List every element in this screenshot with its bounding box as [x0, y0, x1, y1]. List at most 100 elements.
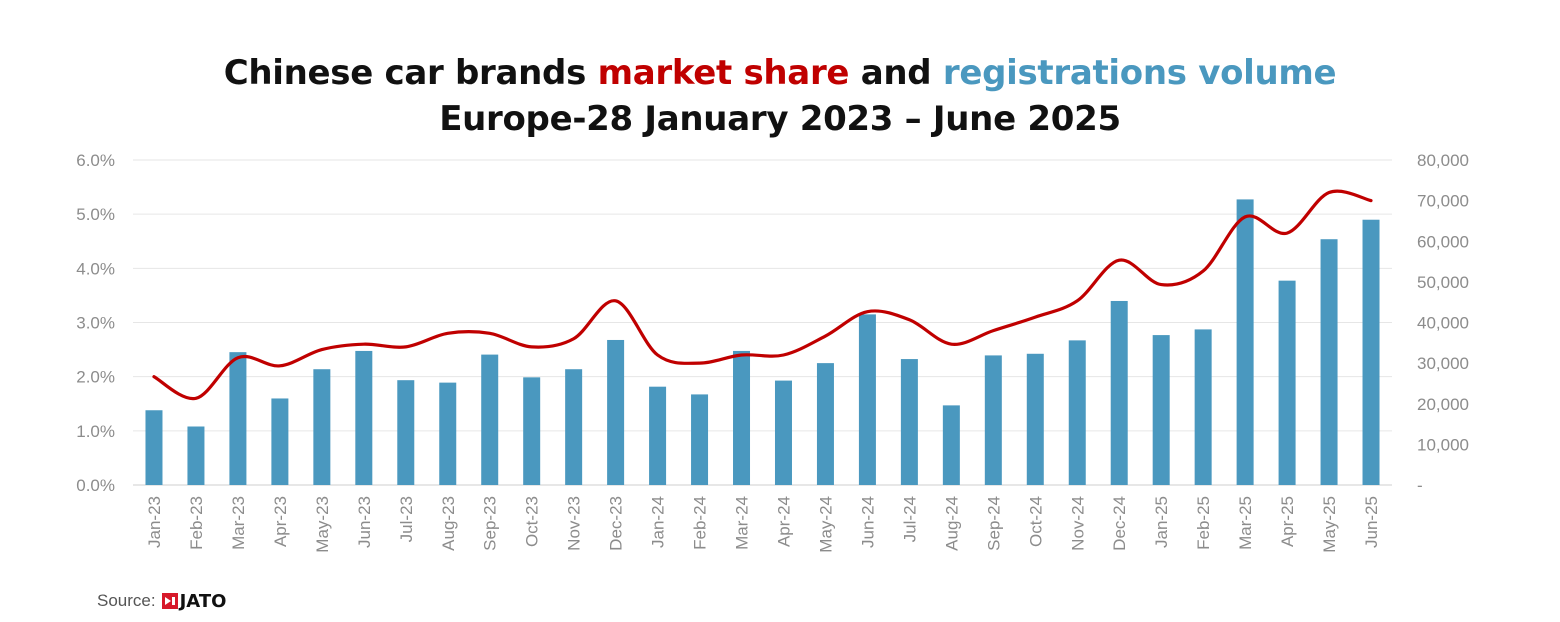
x-tick-label: Apr-24	[774, 496, 793, 547]
x-tick-label: Jul-24	[900, 496, 919, 542]
bar-feb-23	[187, 426, 205, 485]
source-label: Source:	[97, 591, 156, 610]
point-feb-23	[195, 397, 197, 399]
jato-logo-text: JATO	[179, 590, 227, 612]
x-tick-label: Sep-23	[481, 496, 500, 551]
right-tick-label: 70,000	[1417, 192, 1469, 211]
x-axis-ticks: Jan-23 Feb-23 Mar-23 Apr-23 May-23 Jun-23 Jul-…	[145, 496, 1381, 553]
point-sep-23	[489, 332, 491, 334]
x-tick-label: Jun-24	[858, 496, 877, 548]
bar-jan-25	[1152, 335, 1170, 485]
x-tick-label: Oct-24	[1026, 496, 1045, 547]
point-mar-24	[741, 354, 743, 356]
x-tick-label: Aug-23	[439, 496, 458, 551]
left-tick-label: 2.0%	[76, 368, 115, 387]
bar-jul-24	[900, 359, 918, 485]
bar-jun-24	[858, 314, 876, 485]
right-tick-label: 30,000	[1417, 354, 1469, 373]
right-tick-label: 40,000	[1417, 314, 1469, 333]
x-tick-label: Jun-23	[355, 496, 374, 548]
point-feb-24	[699, 362, 701, 364]
point-mar-25	[1244, 216, 1246, 218]
point-jan-23	[153, 376, 155, 378]
bar-mar-25	[1236, 199, 1254, 485]
bar-dec-23	[607, 339, 625, 485]
point-aug-24	[950, 343, 952, 345]
title-line-2: Europe-28 January 2023 – June 2025	[439, 99, 1121, 139]
x-tick-label: Mar-23	[229, 496, 248, 550]
x-tick-label: Mar-24	[733, 496, 752, 550]
bar-apr-25	[1278, 280, 1296, 485]
title-market-share: market share	[597, 53, 850, 93]
bar-sep-23	[481, 354, 499, 485]
left-tick-label: 0.0%	[76, 476, 115, 495]
x-tick-label: Oct-23	[523, 496, 542, 547]
left-tick-label: 3.0%	[76, 314, 115, 333]
point-apr-23	[279, 365, 281, 367]
bar-may-23	[313, 369, 331, 485]
point-feb-25	[1202, 270, 1204, 272]
gridlines	[133, 159, 1392, 486]
title-registrations-volume: registrations volume	[942, 53, 1337, 93]
x-tick-label: Mar-25	[1236, 496, 1255, 550]
x-tick-label: Dec-24	[1110, 496, 1129, 551]
left-tick-label: 5.0%	[76, 205, 115, 224]
bar-series	[145, 199, 1380, 485]
x-tick-label: May-24	[816, 496, 835, 553]
left-axis-ticks: 0.0% 1.0% 2.0% 3.0% 4.0% 5.0% 6.0%	[76, 151, 115, 495]
right-tick-label: 80,000	[1417, 151, 1469, 170]
bar-aug-24	[942, 405, 960, 485]
point-oct-24	[1034, 316, 1036, 318]
x-tick-label: Sep-24	[984, 496, 1003, 551]
point-mar-23	[237, 357, 239, 359]
point-may-24	[824, 335, 826, 337]
x-tick-label: Feb-24	[691, 496, 710, 550]
x-tick-label: Jul-23	[397, 496, 416, 542]
bar-aug-23	[439, 382, 457, 485]
x-tick-label: Jun-25	[1362, 496, 1381, 548]
point-jun-24	[866, 311, 868, 313]
x-tick-label: May-25	[1320, 496, 1339, 553]
point-jan-24	[657, 354, 659, 356]
jato-logo: JATO	[161, 590, 227, 612]
x-tick-label: Jan-23	[145, 496, 164, 548]
point-jun-23	[363, 343, 365, 345]
bar-sep-24	[984, 355, 1002, 485]
title-text-1: Chinese car brands	[223, 53, 598, 93]
bar-nov-23	[565, 369, 583, 485]
bar-oct-23	[523, 377, 541, 485]
left-tick-label: 6.0%	[76, 151, 115, 170]
point-may-23	[321, 349, 323, 351]
market-share-line	[152, 189, 1373, 401]
bar-apr-23	[271, 398, 289, 485]
bar-jun-23	[355, 350, 373, 485]
right-tick-label: -	[1417, 476, 1423, 495]
x-tick-label: Nov-24	[1068, 496, 1087, 551]
bar-feb-24	[691, 394, 709, 485]
x-tick-label: May-23	[313, 496, 332, 553]
x-tick-label: Apr-25	[1278, 496, 1297, 547]
title-text-2: and	[849, 53, 943, 93]
right-tick-label: 10,000	[1417, 435, 1469, 454]
left-tick-label: 4.0%	[76, 259, 115, 278]
point-nov-23	[573, 338, 575, 340]
bar-jan-24	[649, 386, 667, 485]
bar-feb-25	[1194, 329, 1212, 485]
x-tick-label: Jan-25	[1152, 496, 1171, 548]
bar-mar-23	[229, 352, 247, 485]
bar-nov-24	[1068, 340, 1086, 485]
bar-may-25	[1320, 239, 1338, 485]
point-apr-25	[1286, 232, 1288, 234]
x-tick-label: Feb-23	[187, 496, 206, 550]
x-tick-label: Aug-24	[942, 496, 961, 551]
point-jan-25	[1160, 284, 1162, 286]
point-apr-24	[782, 354, 784, 356]
point-nov-24	[1076, 300, 1078, 302]
point-sep-24	[992, 330, 994, 332]
x-tick-label: Apr-23	[271, 496, 290, 547]
line-series	[152, 189, 1373, 401]
right-tick-label: 20,000	[1417, 395, 1469, 414]
chart-title: Chinese car brands market share and regi…	[0, 50, 1560, 142]
point-jul-24	[908, 319, 910, 321]
